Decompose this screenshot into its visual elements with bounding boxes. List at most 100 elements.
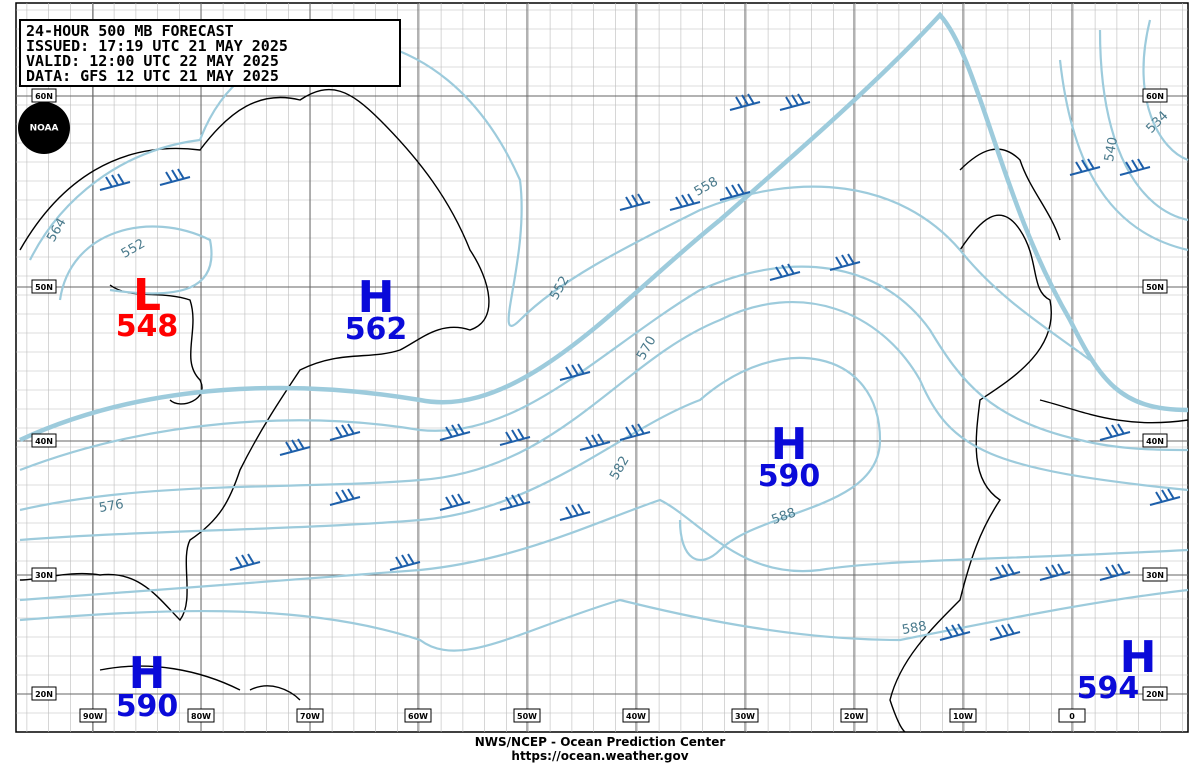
grid [16,3,1188,732]
wind-barb [1039,563,1071,581]
lon-label: 10W [953,712,973,721]
lat-label-box [31,433,57,448]
wind-barb [329,488,361,506]
lat-label: 40N [35,437,53,446]
wind-barb [1119,158,1151,176]
wind-barb [829,253,861,271]
lon-label: 40W [626,712,646,721]
lon-label-box [79,708,107,723]
wind-barb [279,438,311,456]
lon-label: 90W [83,712,103,721]
wind-barb [1149,488,1181,506]
lon-label: 70W [300,712,320,721]
wind-barb [559,363,591,381]
wind-barb [619,423,651,441]
contour-552 [58,225,213,301]
center-letter: L [133,270,161,321]
wind-barb [159,168,191,186]
footer-line: NWS/NCEP - Ocean Prediction Center [475,735,726,749]
lat-label-box [1142,433,1168,448]
lat-label: 60N [35,92,53,101]
center-value: 562 [345,312,408,347]
caribbean [99,665,301,701]
wind-barb [619,193,651,211]
wind-barb [439,493,471,511]
logo-text: NOAA [30,124,59,134]
lon-label: 0 [1069,712,1075,721]
lat-label-box [31,567,57,582]
contour-label: 540 [1102,136,1121,163]
center-value: 590 [116,689,179,724]
lat-label: 30N [35,571,53,580]
logo [18,102,70,154]
lon-label-box [513,708,541,723]
contour-564 [29,38,1091,361]
lat-label: 40N [1146,437,1164,446]
europe-africa-coast [889,214,1052,733]
wind-barb [329,423,361,441]
lat-label-box [31,686,57,701]
lat-label-box [1142,686,1168,701]
lat-label-box [1142,567,1168,582]
wind-barb [1099,423,1131,441]
north-america-coast [19,88,490,622]
contour-label: 588 [901,619,928,638]
mediterranean [1039,399,1189,424]
footer-line: https://ocean.weather.gov [511,749,688,763]
wind-barb [1069,158,1101,176]
contour-thick [19,11,1189,443]
lat-label: 50N [1146,283,1164,292]
labels: 90W 80W 70W 60W 50W 40W 30W 20W 10W 0 60N 60N 50N 50N… [31,88,1181,724]
wind-barb [779,93,811,111]
lon-label: 80W [191,712,211,721]
wind-barb [729,93,761,111]
lon-label-box [296,708,324,723]
wind-barb [769,263,801,281]
lat-label: 30N [1146,571,1164,580]
wind-barb [229,553,261,571]
wind-barb [499,493,531,511]
contour-570 [19,265,1189,472]
lon-label-box [840,708,868,723]
wind-barb [439,423,471,441]
lat-label: 20N [1146,690,1164,699]
lon-label-box [622,708,650,723]
lon-label: 30W [735,712,755,721]
wind-barb [939,623,971,641]
contour-576 [19,300,1189,512]
contour-582 [19,498,1189,602]
header-line: 24-HOUR 500 MB FORECAST [26,22,234,40]
lon-label: 20W [844,712,864,721]
center-letter: H [1120,632,1157,683]
wind-barb [499,428,531,446]
lon-label-box [187,708,215,723]
wind-barb [559,503,591,521]
wind-barb [389,553,421,571]
wind-barb [579,433,611,451]
header-line: DATA: GFS 12 UTC 21 MAY 2025 [26,67,279,85]
center-value: 548 [116,309,179,344]
contour-588 [19,356,882,561]
lon-label-box [1058,708,1086,723]
contour-label: 576 [98,497,125,516]
wind-barb [719,183,751,201]
contours [19,11,1189,652]
british-isles [959,148,1061,241]
wind-barb [669,193,701,211]
center-letter: H [771,419,808,470]
center-letter: H [129,648,166,699]
center-letter: H [358,272,395,323]
lon-label-box [404,708,432,723]
lat-label-box [31,279,57,294]
lat-label: 60N [1146,92,1164,101]
wind-barb [99,173,131,191]
lat-label-box [1142,279,1168,294]
center-value: 594 [1077,671,1140,706]
header-box [19,19,401,87]
wind-barb [989,563,1021,581]
contour-540 [1058,19,1189,252]
lon-label: 50W [517,712,537,721]
lon-label-box [731,708,759,723]
contour-588b [19,588,1189,652]
